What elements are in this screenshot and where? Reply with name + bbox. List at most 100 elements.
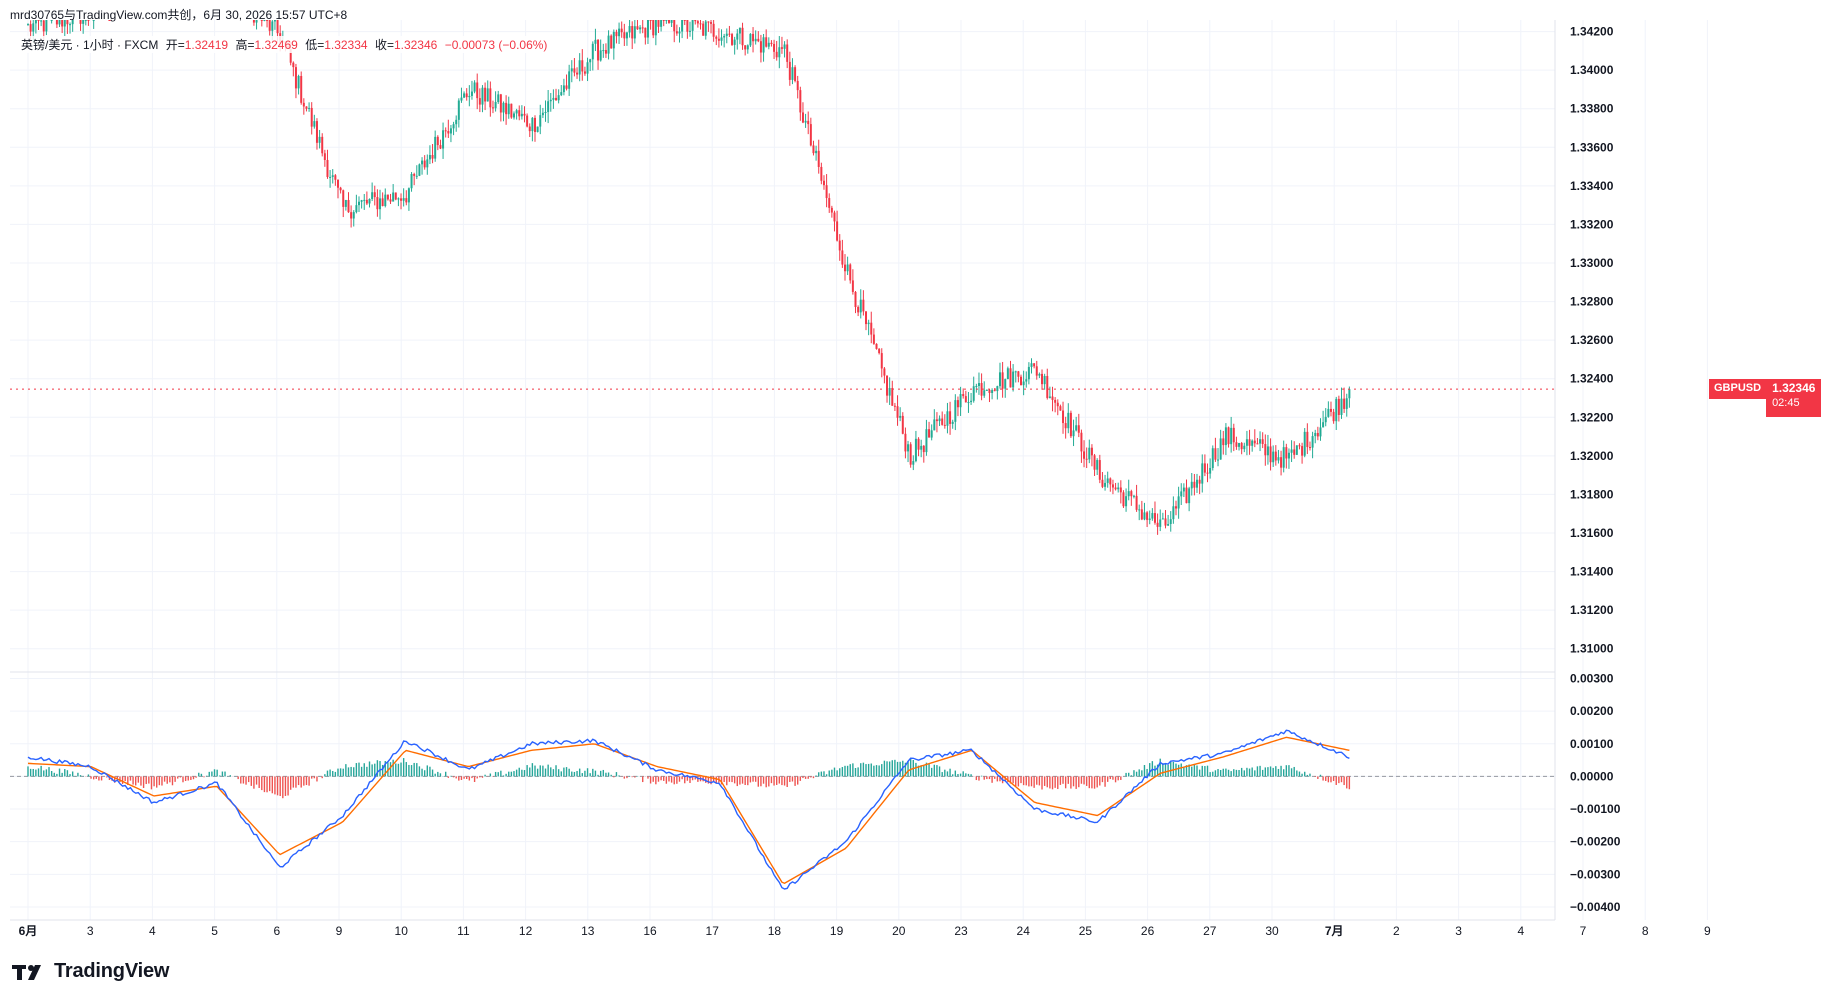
candle-body[interactable] [273, 20, 276, 22]
candle-body[interactable] [694, 20, 697, 22]
candle-body[interactable] [1335, 398, 1338, 422]
candle-body[interactable] [400, 198, 403, 201]
candle-body[interactable] [1088, 447, 1091, 460]
candle-body[interactable] [568, 71, 571, 89]
candle-body[interactable] [292, 62, 295, 68]
candle-body[interactable] [402, 198, 405, 201]
candle-body[interactable] [1104, 482, 1107, 487]
candle-body[interactable] [670, 20, 673, 23]
candle-body[interactable] [252, 20, 255, 23]
candle-body[interactable] [891, 387, 894, 406]
candle-body[interactable] [405, 198, 408, 203]
candle-body[interactable] [1122, 492, 1125, 507]
candle-body[interactable] [991, 390, 994, 393]
candle-body[interactable] [339, 187, 342, 191]
candle-body[interactable] [741, 27, 744, 46]
candle-body[interactable] [1135, 495, 1138, 510]
candle-body[interactable] [1235, 442, 1238, 447]
candle-body[interactable] [822, 180, 825, 186]
candle-body[interactable] [547, 101, 550, 112]
candle-body[interactable] [980, 383, 983, 396]
candle-body[interactable] [82, 20, 85, 24]
candle-body[interactable] [943, 424, 946, 426]
candle-body[interactable] [993, 390, 996, 392]
candle-body[interactable] [276, 20, 279, 34]
candle-body[interactable] [394, 192, 397, 200]
candle-body[interactable] [838, 240, 841, 251]
candle-body[interactable] [58, 20, 61, 25]
candle-body[interactable] [678, 31, 681, 34]
candle-body[interactable] [1217, 459, 1220, 461]
candle-body[interactable] [970, 400, 973, 403]
candle-body[interactable] [32, 23, 35, 32]
candle-body[interactable] [1316, 432, 1319, 437]
candle-body[interactable] [1206, 472, 1209, 474]
candle-body[interactable] [452, 124, 455, 129]
candle-body[interactable] [421, 160, 424, 165]
candle-body[interactable] [69, 24, 72, 26]
candle-body[interactable] [975, 385, 978, 387]
candle-body[interactable] [1272, 451, 1275, 463]
candle-body[interactable] [589, 59, 592, 63]
candle-body[interactable] [1127, 491, 1130, 497]
candle-body[interactable] [407, 188, 410, 203]
candle-body[interactable] [712, 23, 715, 37]
candle-body[interactable] [1025, 379, 1028, 382]
candle-body[interactable] [381, 198, 384, 206]
candle-body[interactable] [79, 20, 82, 24]
candle-body[interactable] [933, 419, 936, 431]
candle-body[interactable] [770, 42, 773, 44]
candle-body[interactable] [628, 26, 631, 33]
candle-body[interactable] [1130, 491, 1133, 497]
candle-body[interactable] [773, 43, 776, 52]
candle-body[interactable] [431, 155, 434, 159]
candle-body[interactable] [352, 212, 355, 219]
candle-body[interactable] [384, 194, 387, 206]
candle-body[interactable] [494, 101, 497, 109]
candle-body[interactable] [675, 31, 678, 34]
candle-body[interactable] [423, 160, 426, 168]
candle-body[interactable] [1006, 368, 1009, 380]
candle-body[interactable] [363, 199, 366, 201]
candle-body[interactable] [470, 91, 473, 96]
candle-body[interactable] [1182, 487, 1185, 492]
candle-body[interactable] [1298, 445, 1301, 447]
candle-body[interactable] [1224, 427, 1227, 446]
candle-body[interactable] [1295, 445, 1298, 455]
candle-body[interactable] [1109, 478, 1112, 485]
candle-body[interactable] [964, 396, 967, 403]
candle-body[interactable] [523, 113, 526, 116]
candle-body[interactable] [347, 200, 350, 213]
candle-body[interactable] [607, 35, 610, 54]
candle-body[interactable] [426, 159, 429, 168]
candle-body[interactable] [1043, 375, 1046, 385]
candle-body[interactable] [851, 280, 854, 292]
candle-body[interactable] [323, 153, 326, 160]
candle-body[interactable] [1287, 452, 1290, 459]
candle-body[interactable] [358, 201, 360, 206]
candle-body[interactable] [875, 343, 878, 349]
candle-body[interactable] [536, 126, 539, 132]
candle-body[interactable] [365, 199, 368, 204]
candle-body[interactable] [744, 45, 747, 50]
candle-body[interactable] [27, 24, 29, 26]
candle-body[interactable] [804, 120, 807, 123]
candle-body[interactable] [1214, 448, 1217, 460]
candle-body[interactable] [497, 94, 500, 102]
candle-body[interactable] [266, 20, 269, 21]
candle-body[interactable] [573, 68, 576, 73]
candle-body[interactable] [562, 85, 565, 93]
candle-body[interactable] [880, 353, 883, 369]
candle-body[interactable] [1345, 398, 1348, 409]
candle-body[interactable] [954, 400, 957, 422]
candle-body[interactable] [1222, 438, 1225, 446]
candle-body[interactable] [578, 60, 581, 75]
candle-body[interactable] [40, 20, 43, 22]
candle-body[interactable] [707, 21, 710, 23]
candle-body[interactable] [983, 390, 986, 396]
candle-body[interactable] [439, 145, 442, 149]
candle-body[interactable] [836, 221, 839, 241]
candle-body[interactable] [959, 394, 962, 408]
candle-body[interactable] [1119, 487, 1122, 493]
candle-body[interactable] [478, 98, 481, 105]
